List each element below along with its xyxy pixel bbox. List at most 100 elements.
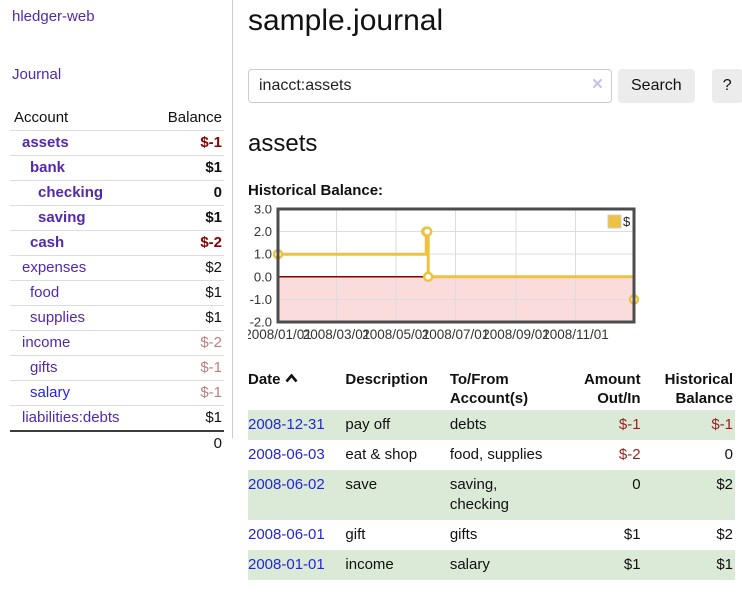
account-balance: $-2 xyxy=(200,234,222,251)
account-link[interactable]: saving xyxy=(38,209,86,226)
transaction-date-link[interactable]: 2008-06-03 xyxy=(248,446,325,463)
transaction-description: pay off xyxy=(345,416,391,433)
transaction-amount: $-2 xyxy=(618,446,641,463)
data-point-marker xyxy=(421,226,433,237)
historical-balance-chart: 3.0 2.0 1.0 0.0 -1.0 -2.0 2008/01/01 2008/03/01… xyxy=(244,202,735,350)
account-balance: $1 xyxy=(205,309,222,326)
account-link[interactable]: salary xyxy=(30,384,71,401)
app-title-link[interactable]: hledger-web xyxy=(12,8,95,25)
sort-ascending-icon xyxy=(285,370,298,387)
transaction-accounts: debts xyxy=(449,416,487,433)
account-link[interactable]: food xyxy=(30,284,60,301)
accounts-table: Account Balance assets $-1 bank $1 checking 0… xyxy=(10,106,224,456)
account-row: bank $1 xyxy=(10,155,224,181)
sidebar: hledger-web Journal Account Balance asse… xyxy=(0,0,233,456)
transaction-balance: $1 xyxy=(716,556,733,573)
transaction-row: 2008-06-01 gift gifts $1 $2 xyxy=(248,520,735,550)
transaction-amount: $1 xyxy=(623,556,641,573)
account-link[interactable]: income xyxy=(22,334,71,351)
transaction-accounts: food, supplies xyxy=(449,446,543,463)
amount-column-header: Amount Out/In xyxy=(583,371,641,407)
account-name-cell: liabilities:debts xyxy=(10,406,151,432)
search-input[interactable] xyxy=(248,69,612,103)
search-input-wrap: × xyxy=(248,69,612,103)
page-title: sample.journal xyxy=(248,4,444,37)
transaction-date-link[interactable]: 2008-12-31 xyxy=(248,416,325,433)
account-balance: $-1 xyxy=(200,384,222,401)
transaction-description: income xyxy=(345,556,394,573)
account-row: salary $-1 xyxy=(10,380,224,406)
account-column-header: Account xyxy=(14,109,69,126)
x-tick-label: 2008/01/01 xyxy=(248,327,312,342)
account-link[interactable]: expenses xyxy=(22,259,87,276)
help-button[interactable]: ? xyxy=(711,69,742,103)
legend-label: $ xyxy=(623,214,631,229)
y-tick-label: 3.0 xyxy=(254,205,272,217)
account-link[interactable]: liabilities:debts xyxy=(22,409,120,426)
account-column-header: To/From Account(s) xyxy=(449,371,529,407)
date-column-header[interactable]: Date xyxy=(248,368,345,410)
legend-swatch xyxy=(607,214,622,229)
transaction-balance: $2 xyxy=(716,476,733,493)
account-link[interactable]: supplies xyxy=(30,309,86,326)
account-link[interactable]: bank xyxy=(30,159,66,176)
transaction-date-cell: 2008-12-31 xyxy=(248,410,345,440)
clear-search-icon[interactable]: × xyxy=(591,74,603,95)
x-tick-label: 2008/07/01 xyxy=(422,327,490,342)
transaction-row: 2008-06-03 eat & shop food, supplies $-2 0 xyxy=(248,440,735,470)
account-balance: $2 xyxy=(205,259,222,276)
account-row: cash $-2 xyxy=(10,230,224,256)
transaction-accounts: gifts xyxy=(449,526,478,543)
register-table: Date Description To/From Account(s) Amou… xyxy=(248,368,735,580)
transaction-date-link[interactable]: 2008-06-01 xyxy=(248,526,325,543)
account-name-cell: cash xyxy=(10,231,151,256)
account-link[interactable]: cash xyxy=(30,234,65,251)
transaction-date-cell: 2008-06-02 xyxy=(248,470,345,520)
account-balance: $1 xyxy=(205,409,222,426)
transaction-date-cell: 2008-06-01 xyxy=(248,520,345,550)
transaction-date-link[interactable]: 2008-01-01 xyxy=(248,556,325,573)
y-tick-label: 0.0 xyxy=(254,269,272,284)
transaction-description: eat & shop xyxy=(345,446,418,463)
description-column-header: Description xyxy=(345,371,428,388)
account-row: expenses $2 xyxy=(10,255,224,281)
data-point-marker xyxy=(422,271,434,283)
account-name-cell: salary xyxy=(10,381,151,406)
account-balance: $1 xyxy=(205,209,222,226)
transaction-date-link[interactable]: 2008-06-02 xyxy=(248,476,325,493)
transaction-description: save xyxy=(345,476,378,493)
accounts-table-header: Account Balance xyxy=(10,106,224,131)
chart-legend: $ xyxy=(607,214,631,229)
account-row: checking 0 xyxy=(10,180,224,206)
account-row: assets $-1 xyxy=(10,130,224,156)
search-button[interactable]: Search xyxy=(618,69,695,103)
account-link[interactable]: gifts xyxy=(30,359,58,376)
balance-chart-svg: 3.0 2.0 1.0 0.0 -1.0 -2.02008/01/012008/03/01… xyxy=(244,202,640,342)
main-content: sample.journal × Search ? assets Histori… xyxy=(233,0,742,592)
y-tick-label: -1.0 xyxy=(250,292,272,307)
transaction-accounts: salary xyxy=(449,556,490,573)
sidebar-item-journal[interactable]: Journal xyxy=(12,66,62,83)
account-link[interactable]: assets xyxy=(22,134,69,151)
account-name-cell: supplies xyxy=(10,306,151,331)
x-tick-label: 2008/05/01 xyxy=(362,327,430,342)
balance-column-header: Balance xyxy=(167,109,222,126)
transaction-accounts: saving, checking xyxy=(449,476,510,513)
transaction-balance: $-1 xyxy=(711,416,733,433)
transaction-row: 2008-01-01 income salary $1 $1 xyxy=(248,550,735,580)
accounts-total-balance: 0 xyxy=(151,430,224,456)
account-name-cell: income xyxy=(10,331,151,356)
account-link[interactable]: checking xyxy=(38,184,104,201)
transaction-date-cell: 2008-06-03 xyxy=(248,440,345,470)
accounts-total-row: 0 xyxy=(10,430,224,456)
account-name-cell: gifts xyxy=(10,356,151,381)
total-spacer xyxy=(10,430,152,456)
account-name-cell: bank xyxy=(10,156,151,181)
register-header-row: Date Description To/From Account(s) Amou… xyxy=(248,368,735,410)
account-name-cell: assets xyxy=(10,131,151,156)
y-tick-label: -2.0 xyxy=(250,315,272,330)
account-row: supplies $1 xyxy=(10,305,224,331)
y-tick-label: 2.0 xyxy=(254,224,272,239)
account-name-cell: expenses xyxy=(10,256,151,281)
